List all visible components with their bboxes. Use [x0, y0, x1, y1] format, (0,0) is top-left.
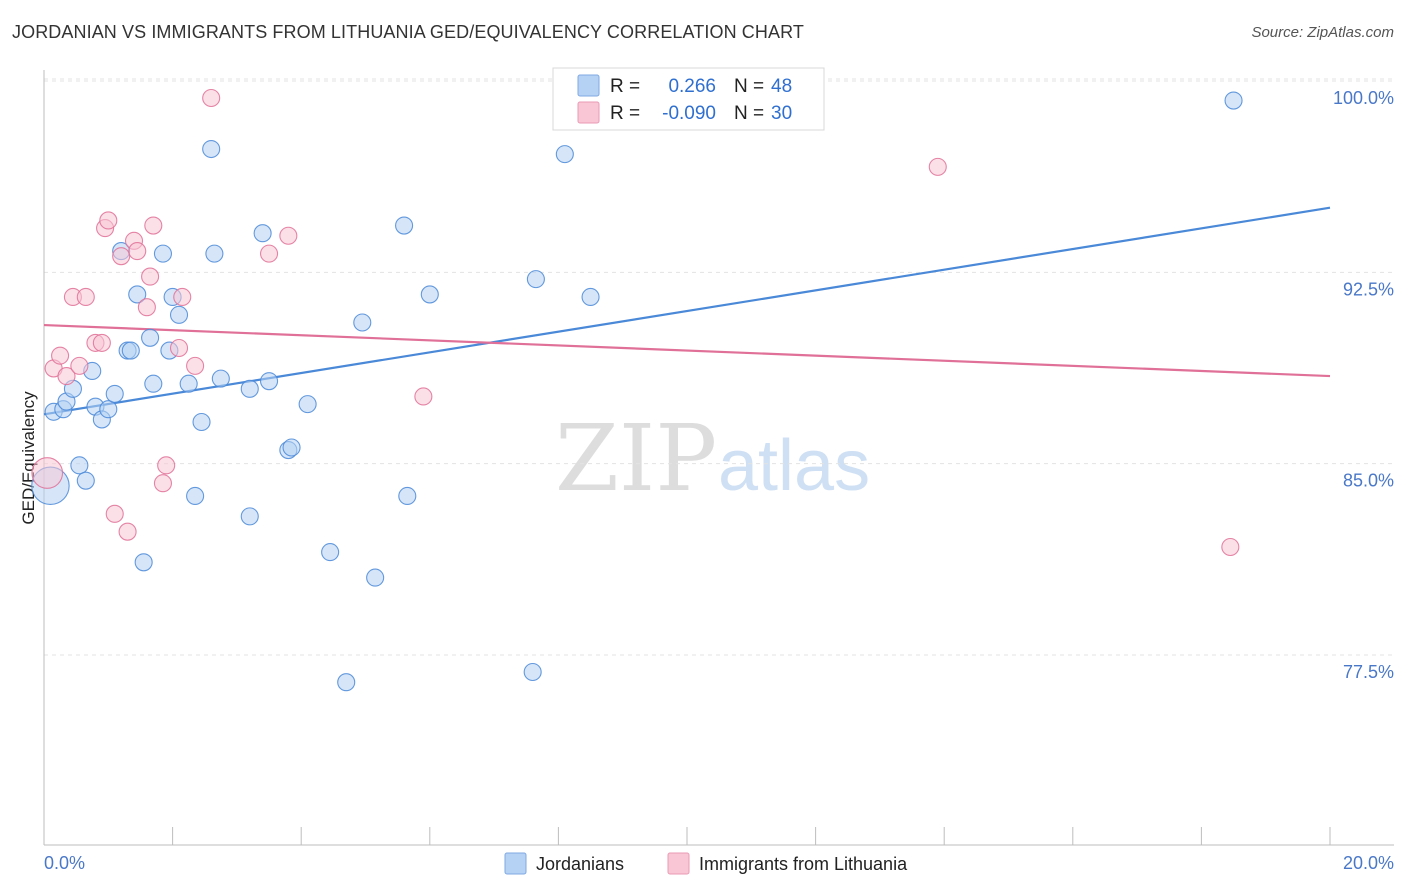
- point-jordanians: [105, 384, 124, 403]
- y-tick-label: 77.5%: [1343, 662, 1394, 682]
- point-lithuania: [118, 522, 137, 541]
- point-jordanians: [179, 374, 198, 393]
- y-tick-label: 100.0%: [1333, 88, 1394, 108]
- legend-r-label-1: R =: [610, 76, 640, 97]
- legend-n-value-1: 48: [771, 76, 792, 97]
- point-lithuania: [141, 267, 160, 286]
- point-lithuania: [169, 338, 189, 358]
- point-jordanians: [205, 244, 224, 263]
- point-jordanians: [337, 673, 356, 692]
- data-points: [31, 88, 1243, 692]
- point-lithuania: [928, 157, 947, 176]
- legend-r-label-2: R =: [610, 103, 640, 124]
- point-jordanians: [128, 285, 147, 304]
- point-lithuania: [279, 226, 298, 245]
- bottom-legend-label-lithuania: Immigrants from Lithuania: [699, 854, 908, 874]
- point-lithuania: [157, 456, 176, 475]
- point-lithuania: [202, 88, 221, 108]
- point-lithuania: [76, 287, 95, 307]
- point-jordanians: [240, 507, 259, 526]
- point-jordanians: [398, 486, 417, 506]
- point-jordanians: [1224, 91, 1243, 110]
- point-jordanians: [353, 313, 372, 332]
- point-jordanians: [76, 471, 95, 490]
- point-jordanians: [192, 412, 211, 432]
- point-jordanians: [141, 328, 160, 347]
- point-jordanians: [259, 372, 279, 391]
- point-lithuania: [144, 216, 163, 235]
- top-legend: R = 0.266 N = 48 R = -0.090 N = 30: [552, 67, 825, 131]
- point-jordanians: [211, 369, 230, 388]
- point-lithuania: [31, 457, 64, 489]
- legend-r-value-1: 0.266: [668, 76, 716, 97]
- bottom-legend-swatch-jordanians: [504, 852, 527, 875]
- legend-n-value-2: 30: [771, 103, 792, 124]
- point-jordanians: [282, 438, 301, 457]
- point-jordanians: [366, 568, 385, 587]
- trend-lines: [43, 206, 1331, 416]
- point-jordanians: [298, 395, 317, 414]
- x-axis-ticks: [43, 827, 1331, 845]
- point-lithuania: [259, 244, 279, 263]
- point-lithuania: [105, 504, 124, 523]
- point-jordanians: [121, 341, 140, 360]
- point-jordanians: [395, 216, 414, 235]
- x-tick-label-max: 20.0%: [1343, 853, 1394, 873]
- point-jordanians: [153, 244, 173, 263]
- point-lithuania: [112, 247, 131, 266]
- point-lithuania: [128, 242, 147, 261]
- point-lithuania: [92, 333, 111, 352]
- bottom-legend-swatch-lithuania: [667, 852, 690, 875]
- chart-title: JORDANIAN VS IMMIGRANTS FROM LITHUANIA G…: [12, 22, 804, 42]
- legend-r-value-2: -0.090: [662, 103, 716, 124]
- point-jordanians: [555, 145, 574, 164]
- legend-n-label-1: N =: [734, 76, 764, 97]
- trend-line-lithuania: [43, 323, 1331, 378]
- point-jordanians: [70, 456, 89, 475]
- point-lithuania: [186, 356, 205, 375]
- chart-source: Source: ZipAtlas.com: [1251, 24, 1394, 41]
- bottom-legend: Jordanians Immigrants from Lithuania: [504, 852, 908, 875]
- point-jordanians: [420, 285, 439, 304]
- point-lithuania: [153, 474, 173, 493]
- bottom-legend-label-jordanians: Jordanians: [536, 854, 624, 874]
- legend-swatch-lithuania: [577, 101, 600, 124]
- point-jordanians: [581, 287, 600, 307]
- point-lithuania: [51, 346, 70, 365]
- point-jordanians: [134, 553, 153, 572]
- point-jordanians: [526, 270, 545, 289]
- legend-swatch-jordanians: [577, 74, 600, 97]
- x-tick-label-min: 0.0%: [44, 853, 85, 873]
- y-axis-label: GED/Equivalency: [19, 391, 38, 525]
- gridlines: [44, 78, 1394, 656]
- point-jordanians: [99, 400, 118, 419]
- point-lithuania: [1221, 537, 1240, 557]
- point-lithuania: [173, 287, 192, 307]
- y-tick-label: 92.5%: [1343, 279, 1394, 299]
- y-tick-label: 85.0%: [1343, 471, 1394, 491]
- point-lithuania: [57, 367, 76, 386]
- point-jordanians: [186, 486, 205, 506]
- trend-line-jordanians: [43, 206, 1331, 416]
- point-jordanians: [523, 662, 542, 682]
- point-lithuania: [99, 211, 118, 230]
- legend-n-label-2: N =: [734, 103, 764, 124]
- point-lithuania: [137, 298, 156, 317]
- point-jordanians: [321, 543, 340, 562]
- y-tick-labels: 77.5% 85.0% 92.5% 100.0%: [1333, 88, 1394, 682]
- point-jordanians: [169, 305, 189, 324]
- watermark-atlas: atlas: [718, 426, 870, 506]
- point-lithuania: [414, 387, 433, 406]
- point-jordanians: [144, 374, 163, 393]
- point-jordanians: [240, 379, 259, 398]
- point-lithuania: [70, 356, 89, 375]
- watermark-zip: ZIP: [555, 405, 717, 512]
- point-jordanians: [253, 224, 272, 243]
- point-jordanians: [202, 139, 221, 159]
